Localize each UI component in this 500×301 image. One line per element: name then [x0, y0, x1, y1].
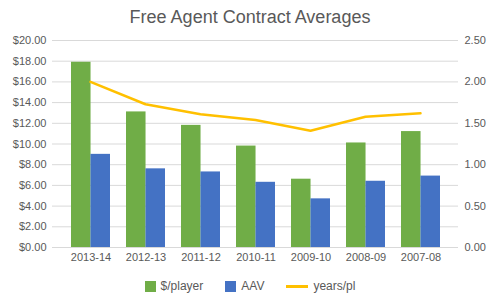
- svg-text:$18.00: $18.00: [13, 55, 47, 67]
- html-text:Free Agent Contract Averages: Free Agent Contract Averages: [129, 7, 371, 27]
- svg-text:$0.00: $0.00: [19, 241, 47, 253]
- svg-text:$14.00: $14.00: [13, 96, 47, 108]
- svg-text:2007-08: 2007-08: [401, 251, 441, 263]
- html-text:AAV: AAV: [241, 279, 265, 293]
- html-text:years/pl: years/pl: [313, 279, 356, 293]
- svg-text:1.50: 1.50: [465, 117, 486, 129]
- svg-text:$16.00: $16.00: [13, 75, 47, 87]
- svg-text:$20.00: $20.00: [13, 34, 47, 46]
- svg-text:2012-13: 2012-13: [126, 251, 166, 263]
- svg-text:0.50: 0.50: [465, 200, 486, 212]
- svg-text:$12.00: $12.00: [13, 117, 47, 129]
- svg-text:1.00: 1.00: [465, 158, 486, 170]
- svg-text:2009-10: 2009-10: [291, 251, 331, 263]
- svg-text:$10.00: $10.00: [13, 138, 47, 150]
- svg-text:2013-14: 2013-14: [71, 251, 111, 263]
- svg-text:$2.00: $2.00: [19, 220, 47, 232]
- svg-text:2.00: 2.00: [465, 75, 486, 87]
- svg-text:$4.00: $4.00: [19, 200, 47, 212]
- svg-text:$8.00: $8.00: [19, 158, 47, 170]
- svg-text:2011-12: 2011-12: [181, 251, 221, 263]
- svg-text:$6.00: $6.00: [19, 179, 47, 191]
- svg-text:0.00: 0.00: [465, 241, 486, 253]
- svg-text:2.50: 2.50: [465, 34, 486, 46]
- svg-text:2008-09: 2008-09: [346, 251, 386, 263]
- svg-text:2010-11: 2010-11: [236, 251, 276, 263]
- html-text:$/player: $/player: [160, 279, 204, 293]
